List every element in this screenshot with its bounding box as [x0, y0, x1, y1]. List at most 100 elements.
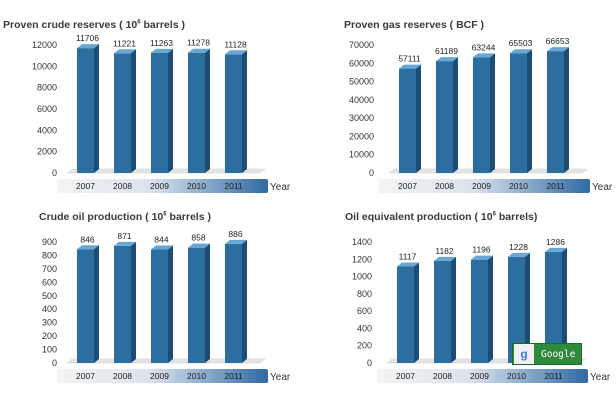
- y-tick-label: 600: [357, 306, 372, 316]
- bar-front-2008: [114, 53, 131, 173]
- x-axis-strip: [57, 369, 268, 383]
- bar-top-2008: [434, 256, 456, 261]
- bar-top-2008: [114, 49, 136, 54]
- y-tick-label: 8000: [37, 83, 57, 93]
- bar-top-2008: [436, 57, 458, 62]
- x-axis-strip: [377, 369, 588, 383]
- bar-front-2010: [510, 53, 527, 174]
- google-badge-button[interactable]: g Google: [512, 343, 582, 365]
- bar-side-2008: [453, 57, 458, 173]
- x-tick-label: 2010: [509, 181, 528, 191]
- chart-title: Oil equivalent production ( 106 barrels): [345, 211, 538, 223]
- bar-top-2010: [188, 48, 210, 53]
- bar-side-2007: [416, 64, 421, 173]
- y-tick-label: 0: [369, 168, 374, 178]
- bar-front-2007: [399, 68, 416, 173]
- y-tick-label: 400: [42, 304, 57, 314]
- bar-side-2011: [242, 239, 247, 363]
- y-tick-label: 200: [42, 331, 57, 341]
- data-label: 65503: [509, 38, 533, 48]
- bar-side-2010: [205, 48, 210, 173]
- y-tick-label: 200: [357, 341, 372, 351]
- x-tick-label: 2007: [398, 181, 417, 191]
- data-label: 11706: [76, 33, 99, 43]
- bar-top-2009: [151, 245, 173, 250]
- bar-side-2009: [488, 255, 493, 363]
- chart-title: Proven gas reserves ( BCF ): [344, 19, 485, 31]
- bar-top-2007: [77, 44, 99, 49]
- bar-top-2009: [471, 255, 493, 260]
- y-tick-label: 400: [357, 323, 372, 333]
- data-label: 1182: [435, 246, 454, 256]
- y-tick-label: 10000: [32, 61, 57, 71]
- bar-front-2007: [77, 48, 94, 173]
- y-tick-label: 1000: [352, 272, 372, 282]
- x-tick-label: 2009: [150, 371, 169, 381]
- y-tick-label: 700: [42, 264, 57, 274]
- data-label: 858: [191, 233, 205, 243]
- bar-front-2009: [151, 249, 168, 363]
- x-tick-label: 2009: [470, 371, 489, 381]
- data-label: 66653: [546, 36, 570, 46]
- bar-side-2007: [414, 262, 419, 363]
- chart-canvas: 0 10000 20000 30000 40000 50000 60000 70000 5711…: [349, 36, 613, 193]
- chart-title: Crude oil production ( 106 barrels ): [39, 211, 211, 223]
- chart-title: Proven crude reserves ( 106 barrels ): [3, 19, 185, 31]
- bar-side-2010: [527, 49, 532, 174]
- y-tick-label: 4000: [37, 125, 57, 135]
- bar-front-2009: [471, 259, 488, 363]
- bar-side-2010: [205, 243, 210, 363]
- chart-panel-crude-reserves: Proven crude reserves ( 106 barrels ) 0 2…: [0, 0, 300, 200]
- bar-top-2011: [225, 239, 247, 244]
- y-tick-label: 500: [42, 291, 57, 301]
- x-tick-label: 2010: [187, 371, 206, 381]
- bar-top-2011: [225, 50, 247, 55]
- bar-top-2009: [151, 48, 173, 53]
- y-tick-label: 800: [357, 289, 372, 299]
- bar-front-2010: [508, 256, 525, 363]
- y-tick-label: 0: [367, 358, 372, 368]
- bar-side-2009: [490, 53, 495, 173]
- data-label: 11278: [187, 38, 210, 48]
- y-tick-label: 100: [42, 345, 57, 355]
- bar-top-2008: [114, 241, 136, 246]
- x-tick-label: 2009: [150, 181, 169, 191]
- y-tick-label: 40000: [349, 95, 374, 105]
- bar-side-2008: [131, 49, 136, 173]
- x-tick-label: 2011: [224, 181, 243, 191]
- x-tick-label: 2011: [544, 371, 563, 381]
- x-tick-label: 2011: [224, 371, 243, 381]
- y-tick-label: 20000: [349, 131, 374, 141]
- y-tick-label: 0: [52, 168, 57, 178]
- x-tick-label: 2008: [433, 371, 452, 381]
- y-tick-label: 300: [42, 318, 57, 328]
- bar-top-2009: [473, 53, 495, 58]
- y-tick-label: 600: [42, 277, 57, 287]
- chart-canvas: 0 100 200 300 400 500 600 700 800 900 846 2007 871 20…: [42, 229, 291, 383]
- bar-side-2011: [242, 50, 247, 174]
- bar-front-2011: [545, 251, 562, 363]
- bar-top-2007: [399, 64, 421, 69]
- y-tick-label: 70000: [349, 40, 374, 50]
- bar-top-2010: [510, 49, 532, 54]
- x-axis-title: Year: [270, 182, 291, 193]
- x-tick-label: 2007: [396, 371, 415, 381]
- google-icon: g: [514, 344, 534, 364]
- y-tick-label: 30000: [349, 113, 374, 123]
- bar-front-2011: [547, 51, 564, 174]
- bar-top-2010: [508, 252, 530, 257]
- bar-front-2009: [151, 52, 168, 174]
- y-tick-label: 2000: [37, 147, 57, 157]
- data-label: 57111: [398, 54, 421, 64]
- x-tick-label: 2010: [187, 181, 206, 191]
- bar-front-2007: [397, 266, 414, 363]
- data-label: 11128: [224, 39, 247, 49]
- data-label: 846: [80, 234, 94, 244]
- bar-front-2009: [473, 57, 490, 173]
- chart-canvas: 0 200 400 600 800 1000 1200 1400 1117 2007 1182 200…: [352, 237, 611, 383]
- data-label: 886: [228, 229, 242, 239]
- bar-front-2008: [436, 61, 453, 173]
- y-tick-label: 900: [42, 237, 57, 247]
- x-axis-strip: [379, 179, 590, 193]
- data-label: 1117: [399, 251, 417, 261]
